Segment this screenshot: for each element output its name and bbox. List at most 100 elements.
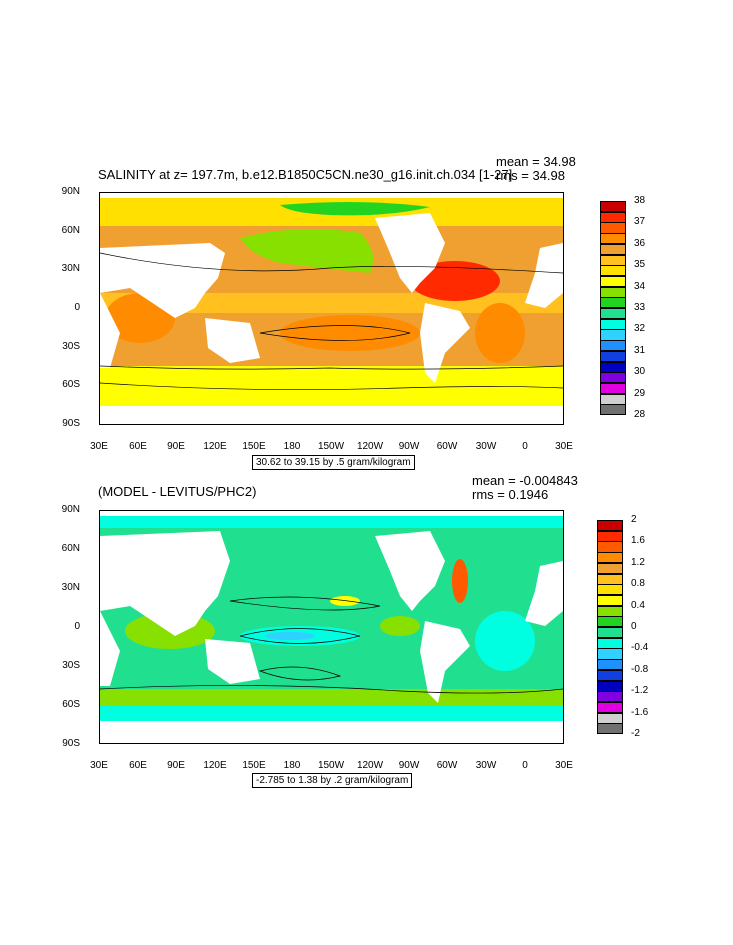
colorbar-label: -0.8: [631, 663, 649, 675]
colorbar-swatch: [600, 297, 626, 309]
lon-tick-label: 60W: [436, 441, 458, 452]
lon-tick-label: 150W: [317, 760, 345, 771]
rms-value: rms = 0.1946: [472, 487, 549, 502]
salinity-map-canvas: [100, 193, 563, 424]
lon-tick-label: 180: [283, 760, 301, 771]
north-america-land: [375, 531, 445, 611]
north-america-land: [375, 213, 445, 293]
colorbar-swatch: [597, 648, 623, 660]
colorbar-swatch: [597, 659, 623, 671]
colorbar-swatch: [600, 201, 626, 213]
lat-tick-label: 30S: [62, 341, 80, 352]
lon-tick-label: 90W: [398, 441, 420, 452]
panel-title: (MODEL - LEVITUS/PHC2): [98, 484, 257, 499]
mean-value: mean = 34.98: [496, 154, 576, 169]
lon-tick-label: 90E: [167, 760, 185, 771]
colorbar-swatch: [597, 594, 623, 607]
colorbar-swatch: [600, 340, 626, 352]
lat-tick-label: 30N: [61, 263, 80, 274]
colorbar-swatch: [600, 329, 626, 341]
antarctica-land: [100, 721, 563, 743]
positive-anomaly: [330, 596, 360, 606]
lon-tick-label: 120W: [356, 441, 384, 452]
colorbar-swatch: [597, 584, 623, 596]
colorbar-label: -1.6: [631, 706, 649, 718]
colorbar-swatch: [600, 233, 626, 245]
colorbar-swatch: [600, 372, 626, 384]
africa-land: [100, 611, 120, 686]
colorbar-swatch: [600, 265, 626, 277]
lon-tick-label: 30W: [475, 441, 497, 452]
colorbar-label: 29: [634, 387, 646, 399]
lat-tick-label: 90S: [62, 418, 80, 429]
colorbar-swatch: [597, 701, 623, 714]
mean-value: mean = -0.004843: [472, 473, 578, 488]
lat-tick-label: 90N: [61, 504, 80, 515]
lon-tick-label: 30W: [475, 760, 497, 771]
colorbar-swatch: [597, 669, 623, 681]
lon-tick-label: 60W: [436, 760, 458, 771]
lat-tick-label: 60S: [62, 379, 80, 390]
colorbar-swatch: [597, 530, 623, 542]
lon-tick-label: 30E: [90, 760, 108, 771]
colorbar-swatch: [600, 308, 626, 320]
eurasia-land: [100, 531, 230, 636]
lon-tick-label: 120E: [203, 760, 227, 771]
colorbar-swatch: [600, 254, 626, 266]
difference-map-canvas: [100, 511, 563, 743]
difference-map: [99, 510, 564, 744]
colorbar-label: 37: [634, 216, 646, 228]
colorbar-swatch: [600, 275, 626, 288]
colorbar-swatch: [600, 393, 626, 405]
australia-land: [205, 318, 260, 363]
colorbar-swatch: [600, 286, 626, 298]
south-america-land: [420, 303, 470, 383]
colorbar-swatch: [597, 552, 623, 564]
contour-range-label: -2.785 to 1.38 by .2 gram/kilogram: [252, 773, 413, 788]
lat-tick-label: 0: [74, 621, 80, 632]
lat-tick-label: 90N: [61, 186, 80, 197]
lat-tick-label: 60N: [61, 225, 80, 236]
lon-tick-label: 0: [522, 441, 528, 452]
colorbar-label: 2: [631, 514, 637, 525]
colorbar-swatch: [597, 616, 623, 628]
lon-tick-label: 120E: [203, 441, 227, 452]
colorbar-label: 32: [634, 323, 646, 335]
colorbar-label: 0.4: [631, 599, 645, 611]
colorbar-swatch: [600, 243, 626, 255]
lon-tick-label: 150E: [242, 441, 266, 452]
colorbar-swatch: [600, 350, 626, 362]
colorbar-label: 1.6: [631, 535, 645, 547]
colorbar-swatch: [597, 573, 623, 585]
colorbar-label: 30: [634, 366, 646, 378]
lon-tick-label: 120W: [356, 760, 384, 771]
antarctica-land: [100, 406, 563, 424]
colorbar-label: -2: [631, 728, 640, 739]
colorbar-label: -1.2: [631, 685, 649, 697]
colorbar-label: 35: [634, 259, 646, 271]
colorbar-swatch: [600, 222, 626, 234]
colorbar-swatch: [597, 627, 623, 639]
colorbar-swatch: [597, 541, 623, 553]
colorbar-swatch: [597, 691, 623, 703]
lat-tick-label: 90S: [62, 738, 80, 749]
colorbar-label: 28: [634, 409, 646, 420]
lon-tick-label: 60E: [129, 441, 147, 452]
colorbar-swatch: [597, 605, 623, 617]
lon-tick-label: 180: [283, 441, 301, 452]
lon-tick-label: 0: [522, 760, 528, 771]
africa-land: [100, 293, 120, 368]
colorbar-label: -0.4: [631, 642, 649, 654]
colorbar-swatch: [600, 361, 626, 373]
europe-africa-land: [525, 561, 563, 626]
colorbar-swatch: [597, 520, 623, 532]
lat-tick-label: 30N: [61, 582, 80, 593]
salinity-panel: SALINITY at z= 197.7m, b.e12.B1850C5CN.n…: [61, 154, 646, 470]
difference-colorbar: 2 1.6 1.2 0.8 0.4 0 -0.4 -0.8 -1.2 -1.6 -2: [597, 514, 687, 739]
colorbar-swatch: [600, 318, 626, 330]
colorbar-swatch: [600, 382, 626, 395]
north-pacific-low: [240, 229, 374, 273]
colorbar-label: 33: [634, 302, 646, 313]
southern-band: [100, 366, 563, 406]
